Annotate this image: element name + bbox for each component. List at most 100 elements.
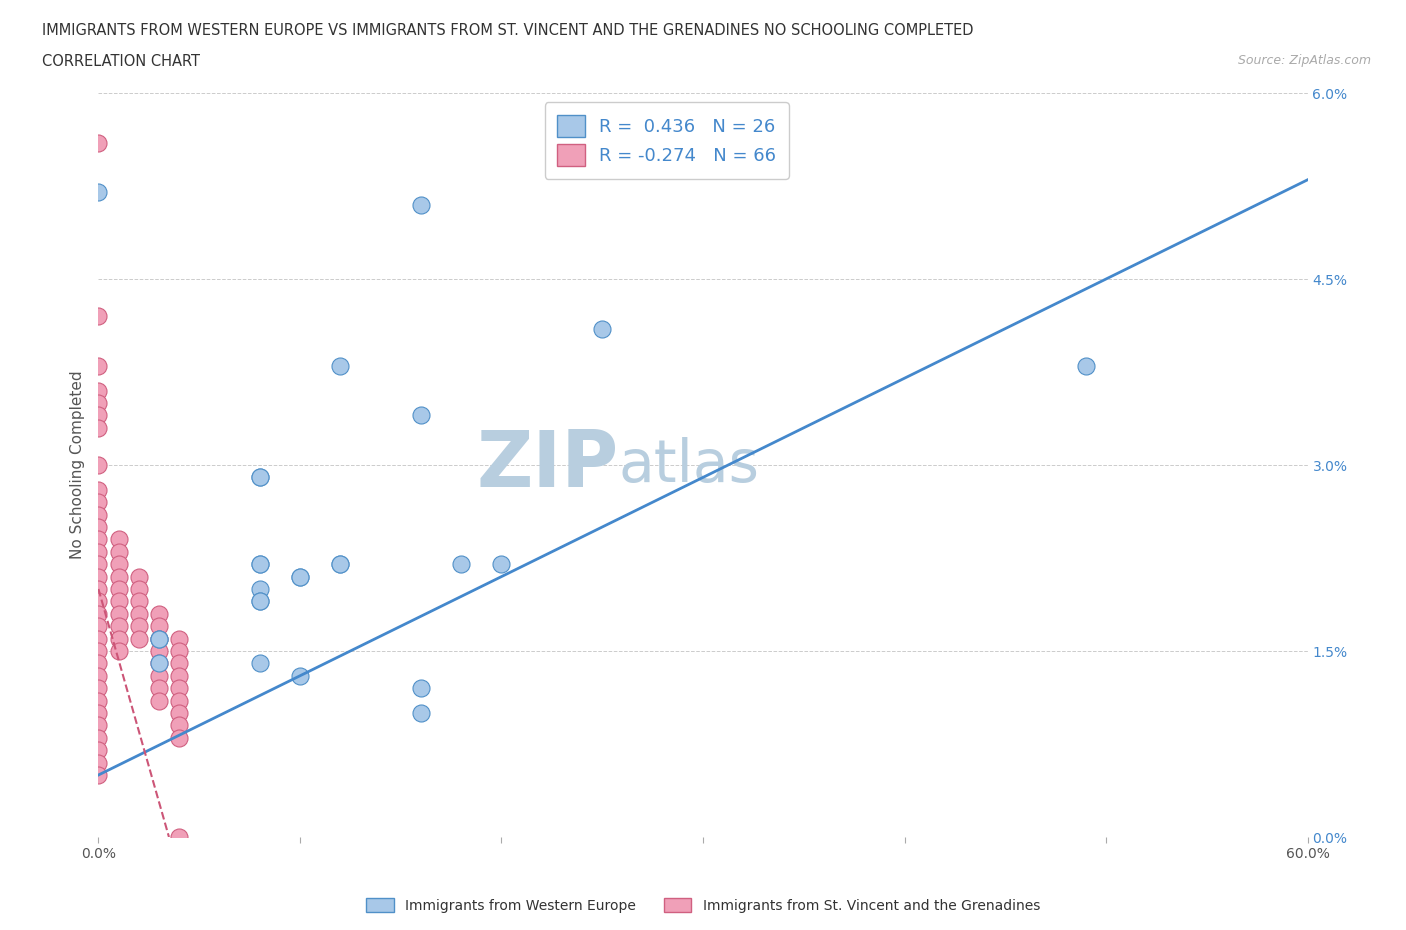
Point — [167, 718, 190, 733]
Point — [87, 767, 110, 782]
Point — [148, 631, 170, 646]
Point — [87, 135, 110, 150]
Point — [288, 669, 311, 684]
Point — [107, 544, 129, 559]
Point — [87, 569, 110, 584]
Text: IMMIGRANTS FROM WESTERN EUROPE VS IMMIGRANTS FROM ST. VINCENT AND THE GRENADINES: IMMIGRANTS FROM WESTERN EUROPE VS IMMIGR… — [42, 23, 974, 38]
Legend: R =  0.436   N = 26, R = -0.274   N = 66: R = 0.436 N = 26, R = -0.274 N = 66 — [544, 102, 789, 179]
Point — [107, 581, 129, 596]
Point — [87, 631, 110, 646]
Point — [1074, 358, 1097, 373]
Point — [288, 569, 311, 584]
Point — [249, 594, 271, 609]
Point — [87, 755, 110, 770]
Point — [87, 544, 110, 559]
Point — [167, 631, 190, 646]
Point — [107, 618, 129, 633]
Point — [87, 520, 110, 535]
Point — [167, 669, 190, 684]
Point — [87, 383, 110, 398]
Point — [87, 185, 110, 200]
Point — [107, 606, 129, 621]
Point — [167, 830, 190, 844]
Point — [167, 681, 190, 696]
Legend: Immigrants from Western Europe, Immigrants from St. Vincent and the Grenadines: Immigrants from Western Europe, Immigran… — [360, 893, 1046, 919]
Point — [249, 656, 271, 671]
Point — [409, 706, 432, 721]
Point — [148, 669, 170, 684]
Point — [409, 408, 432, 423]
Point — [591, 321, 613, 336]
Point — [107, 532, 129, 547]
Point — [148, 606, 170, 621]
Point — [148, 681, 170, 696]
Point — [87, 395, 110, 410]
Y-axis label: No Schooling Completed: No Schooling Completed — [70, 371, 86, 559]
Point — [450, 557, 472, 572]
Point — [87, 309, 110, 324]
Point — [87, 358, 110, 373]
Point — [87, 581, 110, 596]
Point — [249, 581, 271, 596]
Point — [167, 730, 190, 745]
Point — [87, 693, 110, 708]
Point — [87, 718, 110, 733]
Point — [148, 631, 170, 646]
Point — [107, 644, 129, 658]
Point — [87, 420, 110, 435]
Text: Source: ZipAtlas.com: Source: ZipAtlas.com — [1237, 54, 1371, 67]
Point — [128, 581, 150, 596]
Point — [409, 681, 432, 696]
Point — [167, 644, 190, 658]
Point — [87, 618, 110, 633]
Point — [148, 631, 170, 646]
Point — [167, 706, 190, 721]
Point — [87, 706, 110, 721]
Point — [87, 594, 110, 609]
Point — [87, 606, 110, 621]
Point — [329, 557, 352, 572]
Point — [148, 656, 170, 671]
Point — [87, 532, 110, 547]
Point — [249, 594, 271, 609]
Point — [148, 656, 170, 671]
Point — [87, 483, 110, 498]
Point — [409, 197, 432, 212]
Point — [107, 569, 129, 584]
Point — [491, 557, 513, 572]
Point — [87, 644, 110, 658]
Point — [87, 730, 110, 745]
Point — [128, 631, 150, 646]
Point — [87, 669, 110, 684]
Point — [87, 681, 110, 696]
Point — [249, 557, 271, 572]
Point — [148, 618, 170, 633]
Point — [128, 618, 150, 633]
Point — [167, 693, 190, 708]
Point — [128, 569, 150, 584]
Point — [128, 606, 150, 621]
Point — [329, 557, 352, 572]
Point — [128, 594, 150, 609]
Point — [87, 495, 110, 510]
Point — [167, 656, 190, 671]
Text: ZIP: ZIP — [477, 427, 619, 503]
Point — [107, 631, 129, 646]
Point — [148, 644, 170, 658]
Point — [87, 408, 110, 423]
Point — [148, 693, 170, 708]
Text: CORRELATION CHART: CORRELATION CHART — [42, 54, 200, 69]
Point — [87, 557, 110, 572]
Point — [87, 458, 110, 472]
Point — [107, 557, 129, 572]
Point — [249, 557, 271, 572]
Point — [249, 470, 271, 485]
Point — [87, 743, 110, 758]
Point — [288, 569, 311, 584]
Text: atlas: atlas — [619, 436, 759, 494]
Point — [329, 358, 352, 373]
Point — [107, 594, 129, 609]
Point — [249, 470, 271, 485]
Point — [87, 507, 110, 522]
Point — [87, 656, 110, 671]
